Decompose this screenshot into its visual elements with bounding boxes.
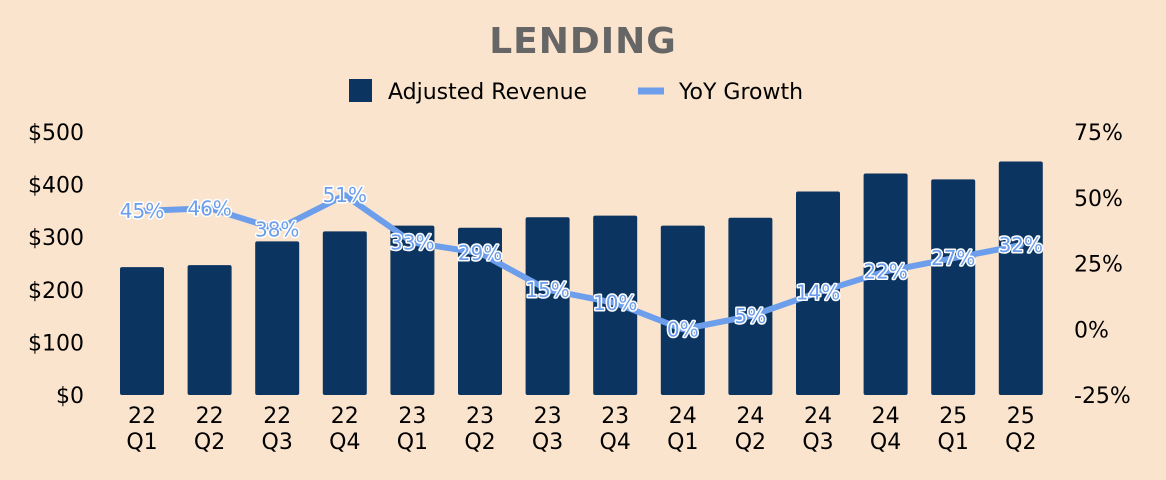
x-tick-label-quarter: Q2 — [735, 430, 766, 455]
bar — [998, 161, 1043, 395]
x-tick-label-quarter: Q1 — [667, 430, 698, 455]
line-data-label: 27% — [931, 246, 975, 270]
x-tick-label-year: 25 — [939, 404, 967, 429]
bar — [120, 267, 164, 395]
x-tick-label-quarter: Q1 — [938, 430, 969, 455]
x-tick-label-quarter: Q3 — [802, 430, 833, 455]
line-data-label: 14% — [796, 280, 840, 304]
line-data-label: 5% — [735, 304, 767, 328]
x-tick-label-year: 22 — [196, 404, 224, 429]
y-right-tick-label: 25% — [1074, 253, 1123, 278]
x-tick-label-quarter: Q2 — [464, 430, 495, 455]
bar — [660, 225, 705, 395]
x-tick-label-year: 22 — [128, 404, 156, 429]
x-axis: 22Q122Q222Q322Q423Q123Q223Q323Q424Q124Q2… — [126, 404, 1036, 455]
y-right-tick-label: 0% — [1074, 318, 1109, 343]
legend: Adjusted Revenue YoY Growth — [349, 79, 803, 105]
x-tick-label-quarter: Q4 — [870, 430, 901, 455]
x-tick-label-quarter: Q3 — [532, 430, 563, 455]
bar — [187, 265, 232, 395]
x-tick-label-year: 24 — [872, 404, 900, 429]
y-left-tick-label: $0 — [56, 384, 84, 409]
y-left-tick-label: $300 — [28, 226, 84, 251]
bar — [255, 241, 300, 395]
x-tick-label-quarter: Q1 — [126, 430, 157, 455]
x-tick-label-quarter: Q4 — [329, 430, 360, 455]
x-tick-label-quarter: Q2 — [194, 430, 225, 455]
line-data-label: 10% — [593, 291, 637, 315]
y-left-tick-label: $200 — [28, 279, 84, 304]
x-tick-label-quarter: Q3 — [262, 430, 293, 455]
y-axis-left: $500 $400 $300 $200 $100 $0 — [28, 121, 84, 409]
line-data-label: 32% — [999, 233, 1043, 257]
y-axis-right: 75% 50% 25% 0% -25% — [1074, 121, 1131, 409]
x-tick-label-year: 24 — [804, 404, 832, 429]
line-data-label: 15% — [525, 278, 569, 302]
line-data-label: 22% — [863, 259, 907, 283]
x-tick-label-quarter: Q1 — [397, 430, 428, 455]
x-tick-label-year: 24 — [736, 404, 764, 429]
bar — [525, 217, 570, 395]
legend-label-revenue: Adjusted Revenue — [388, 80, 587, 105]
y-right-tick-label: 50% — [1074, 187, 1123, 212]
line-series — [139, 192, 1024, 333]
legend-label-growth: YoY Growth — [678, 80, 803, 105]
legend-swatch-revenue — [349, 79, 372, 102]
line-data-label: 33% — [390, 230, 434, 254]
x-tick-label-quarter: Q4 — [600, 430, 631, 455]
y-right-tick-label: -25% — [1074, 384, 1131, 409]
y-left-tick-label: $500 — [28, 121, 84, 146]
x-tick-label-year: 24 — [669, 404, 697, 429]
x-tick-label-year: 23 — [398, 404, 426, 429]
line-data-label: 38% — [255, 217, 299, 241]
line-path — [139, 192, 1024, 333]
bar — [458, 227, 502, 395]
y-right-tick-label: 75% — [1074, 121, 1123, 146]
x-tick-label-year: 23 — [534, 404, 562, 429]
bar — [322, 231, 367, 395]
bar — [728, 217, 773, 395]
bar — [931, 179, 976, 395]
line-data-labels: 45% 46% 38% 51% 33% 29% 15% 10% 0% 5% 14% 22% 27% 32% — [118, 182, 1044, 343]
y-left-tick-label: $100 — [28, 331, 84, 356]
line-data-label: 51% — [323, 183, 367, 207]
x-tick-label-year: 22 — [331, 404, 359, 429]
x-tick-label-year: 23 — [601, 404, 629, 429]
bar — [863, 173, 908, 395]
x-tick-label-year: 23 — [466, 404, 494, 429]
x-tick-label-year: 22 — [263, 404, 291, 429]
bar-series — [120, 161, 1043, 395]
y-left-tick-label: $400 — [28, 174, 84, 199]
line-data-label: 46% — [187, 196, 231, 220]
line-data-label: 45% — [120, 199, 164, 223]
line-data-label: 29% — [458, 241, 502, 265]
x-tick-label-year: 25 — [1007, 404, 1035, 429]
x-tick-label-quarter: Q2 — [1005, 430, 1036, 455]
line-data-label: 0% — [667, 317, 699, 341]
chart-title: LENDING — [489, 21, 677, 62]
bar — [390, 225, 435, 395]
